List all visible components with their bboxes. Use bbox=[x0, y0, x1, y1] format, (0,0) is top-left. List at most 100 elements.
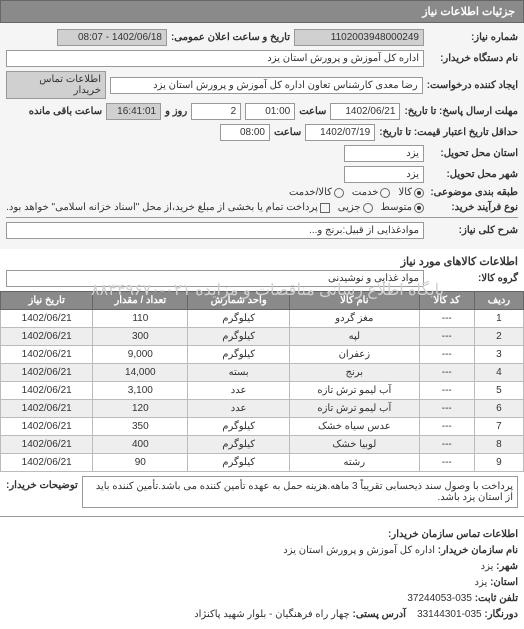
tab-title: جزئیات اطلاعات نیاز bbox=[422, 6, 515, 18]
remain-days-label: روز و bbox=[165, 106, 187, 117]
table-cell: برنج bbox=[289, 364, 419, 382]
table-cell: 1402/06/21 bbox=[1, 454, 93, 472]
table-header: ردیف bbox=[474, 292, 523, 310]
table-cell: --- bbox=[419, 418, 474, 436]
checkbox-note[interactable]: پرداخت تمام یا بخشی از مبلغ خرید،از محل … bbox=[6, 202, 330, 213]
remain-suffix: ساعت باقی مانده bbox=[29, 106, 102, 117]
table-cell: 400 bbox=[93, 436, 188, 454]
contact-section: اطلاعات تماس سازمان خریدار: نام سازمان خ… bbox=[0, 521, 524, 629]
table-row: 9---رشتهکیلوگرم901402/06/21 bbox=[1, 454, 524, 472]
table-cell: 4 bbox=[474, 364, 523, 382]
table-cell: 350 bbox=[93, 418, 188, 436]
table-row: 7---عدس سیاه خشککیلوگرم3501402/06/21 bbox=[1, 418, 524, 436]
announce-value: 1402/06/18 - 08:07 bbox=[57, 29, 167, 46]
table-cell: 7 bbox=[474, 418, 523, 436]
table-row: 2---لپهکیلوگرم3001402/06/21 bbox=[1, 328, 524, 346]
table-cell: 1402/06/21 bbox=[1, 328, 93, 346]
req-number-label: شماره نیاز: bbox=[428, 32, 518, 43]
table-cell: --- bbox=[419, 382, 474, 400]
table-cell: کیلوگرم bbox=[188, 310, 290, 328]
table-cell: 9 bbox=[474, 454, 523, 472]
table-cell: 3,100 bbox=[93, 382, 188, 400]
radio-mid[interactable]: متوسط bbox=[381, 202, 424, 213]
contact-fax-label: دورنگار: bbox=[484, 609, 518, 620]
table-cell: لپه bbox=[289, 328, 419, 346]
deadline-send-date: 1402/06/21 bbox=[330, 103, 400, 120]
state-value: یزد bbox=[344, 145, 424, 162]
table-cell: --- bbox=[419, 454, 474, 472]
table-header: تعداد / مقدار bbox=[93, 292, 188, 310]
table-cell: 8 bbox=[474, 436, 523, 454]
deadline-price-time: 08:00 bbox=[220, 124, 270, 141]
table-cell: 1402/06/21 bbox=[1, 436, 93, 454]
desc-value: موادغذایی از قبیل:برنج و... bbox=[6, 222, 424, 239]
table-cell: 90 bbox=[93, 454, 188, 472]
table-cell: بسته bbox=[188, 364, 290, 382]
tab-header: جزئیات اطلاعات نیاز bbox=[0, 0, 524, 23]
table-cell: مغز گردو bbox=[289, 310, 419, 328]
table-cell: 1402/06/21 bbox=[1, 382, 93, 400]
table-cell: کیلوگرم bbox=[188, 454, 290, 472]
table-cell: 1 bbox=[474, 310, 523, 328]
table-cell: رشته bbox=[289, 454, 419, 472]
deadline-send-time-label: ساعت bbox=[299, 106, 326, 117]
state-label: استان محل تحویل: bbox=[428, 148, 518, 159]
table-cell: --- bbox=[419, 436, 474, 454]
remain-days: 2 bbox=[191, 103, 241, 120]
contact-fax: 035-33144301 bbox=[417, 609, 482, 620]
table-cell: کیلوگرم bbox=[188, 328, 290, 346]
table-cell: 120 bbox=[93, 400, 188, 418]
radio-khadamat[interactable]: خدمت bbox=[352, 187, 391, 198]
table-header: تاریخ نیاز bbox=[1, 292, 93, 310]
buyer-name: اداره کل آموزش و پرورش استان یزد bbox=[6, 50, 424, 67]
table-cell: کیلوگرم bbox=[188, 346, 290, 364]
checkbox-icon bbox=[320, 203, 330, 213]
contact-province-label: استان: bbox=[490, 577, 518, 588]
contact-province: یزد bbox=[475, 577, 488, 588]
table-cell: کیلوگرم bbox=[188, 418, 290, 436]
table-row: 4---برنجبسته14,0001402/06/21 bbox=[1, 364, 524, 382]
city-label: شهر محل تحویل: bbox=[428, 169, 518, 180]
contact-phone: 035-37244053 bbox=[407, 593, 472, 604]
contact-org: اداره کل آموزش و پرورش استان یزد bbox=[283, 545, 435, 556]
deadline-price-label: حداقل تاریخ اعتبار قیمت: تا تاریخ: bbox=[379, 127, 518, 138]
desc-label: شرح کلی نیاز: bbox=[428, 225, 518, 236]
table-cell: آب لیمو ترش تازه bbox=[289, 382, 419, 400]
creator: رضا معدی کارشناس تعاون اداره کل آموزش و … bbox=[110, 77, 423, 94]
table-row: 3---زعفرانکیلوگرم9,0001402/06/21 bbox=[1, 346, 524, 364]
deadline-send-time: 01:00 bbox=[245, 103, 295, 120]
process-label: نوع فرآیند خرید: bbox=[428, 202, 518, 213]
table-cell: 1402/06/21 bbox=[1, 346, 93, 364]
contact-address: چهار راه فرهنگیان - بلوار شهید پاکنژاد bbox=[194, 609, 350, 620]
note-box: پرداخت با وصول سند ذیحسابی تقریباً 3 ماه… bbox=[82, 476, 518, 508]
table-cell: 5 bbox=[474, 382, 523, 400]
table-cell: --- bbox=[419, 310, 474, 328]
table-cell: 1402/06/21 bbox=[1, 418, 93, 436]
table-row: 1---مغز گردوکیلوگرم1101402/06/21 bbox=[1, 310, 524, 328]
contact-link[interactable]: اطلاعات تماس خریدار bbox=[6, 71, 106, 99]
process-radio-group: متوسط جزیی پرداخت تمام یا بخشی از مبلغ خ… bbox=[6, 202, 424, 213]
radio-icon bbox=[414, 188, 424, 198]
table-cell: 1402/06/21 bbox=[1, 400, 93, 418]
contact-city: یزد bbox=[481, 561, 494, 572]
radio-small[interactable]: جزیی bbox=[338, 202, 373, 213]
form-section: شماره نیاز: 1102003948000249 تاریخ و ساع… bbox=[0, 23, 524, 249]
table-cell: 1402/06/21 bbox=[1, 310, 93, 328]
table-cell: 3 bbox=[474, 346, 523, 364]
table-header: نام کالا bbox=[289, 292, 419, 310]
radio-icon bbox=[380, 188, 390, 198]
table-cell: عدس سیاه خشک bbox=[289, 418, 419, 436]
table-cell: 300 bbox=[93, 328, 188, 346]
table-cell: آب لیمو ترش تازه bbox=[289, 400, 419, 418]
table-cell: --- bbox=[419, 364, 474, 382]
table-header: واحد شمارش bbox=[188, 292, 290, 310]
items-table: ردیفکد کالانام کالاواحد شمارشتعداد / مقد… bbox=[0, 291, 524, 472]
req-number: 1102003948000249 bbox=[294, 29, 424, 46]
radio-kala-khadamat[interactable]: کالا/خدمت bbox=[289, 187, 344, 198]
table-cell: 6 bbox=[474, 400, 523, 418]
radio-kala[interactable]: کالا bbox=[398, 187, 424, 198]
deadline-price-time-label: ساعت bbox=[274, 127, 301, 138]
contact-org-label: نام سازمان خریدار: bbox=[438, 545, 518, 556]
radio-icon bbox=[363, 203, 373, 213]
table-cell: 110 bbox=[93, 310, 188, 328]
